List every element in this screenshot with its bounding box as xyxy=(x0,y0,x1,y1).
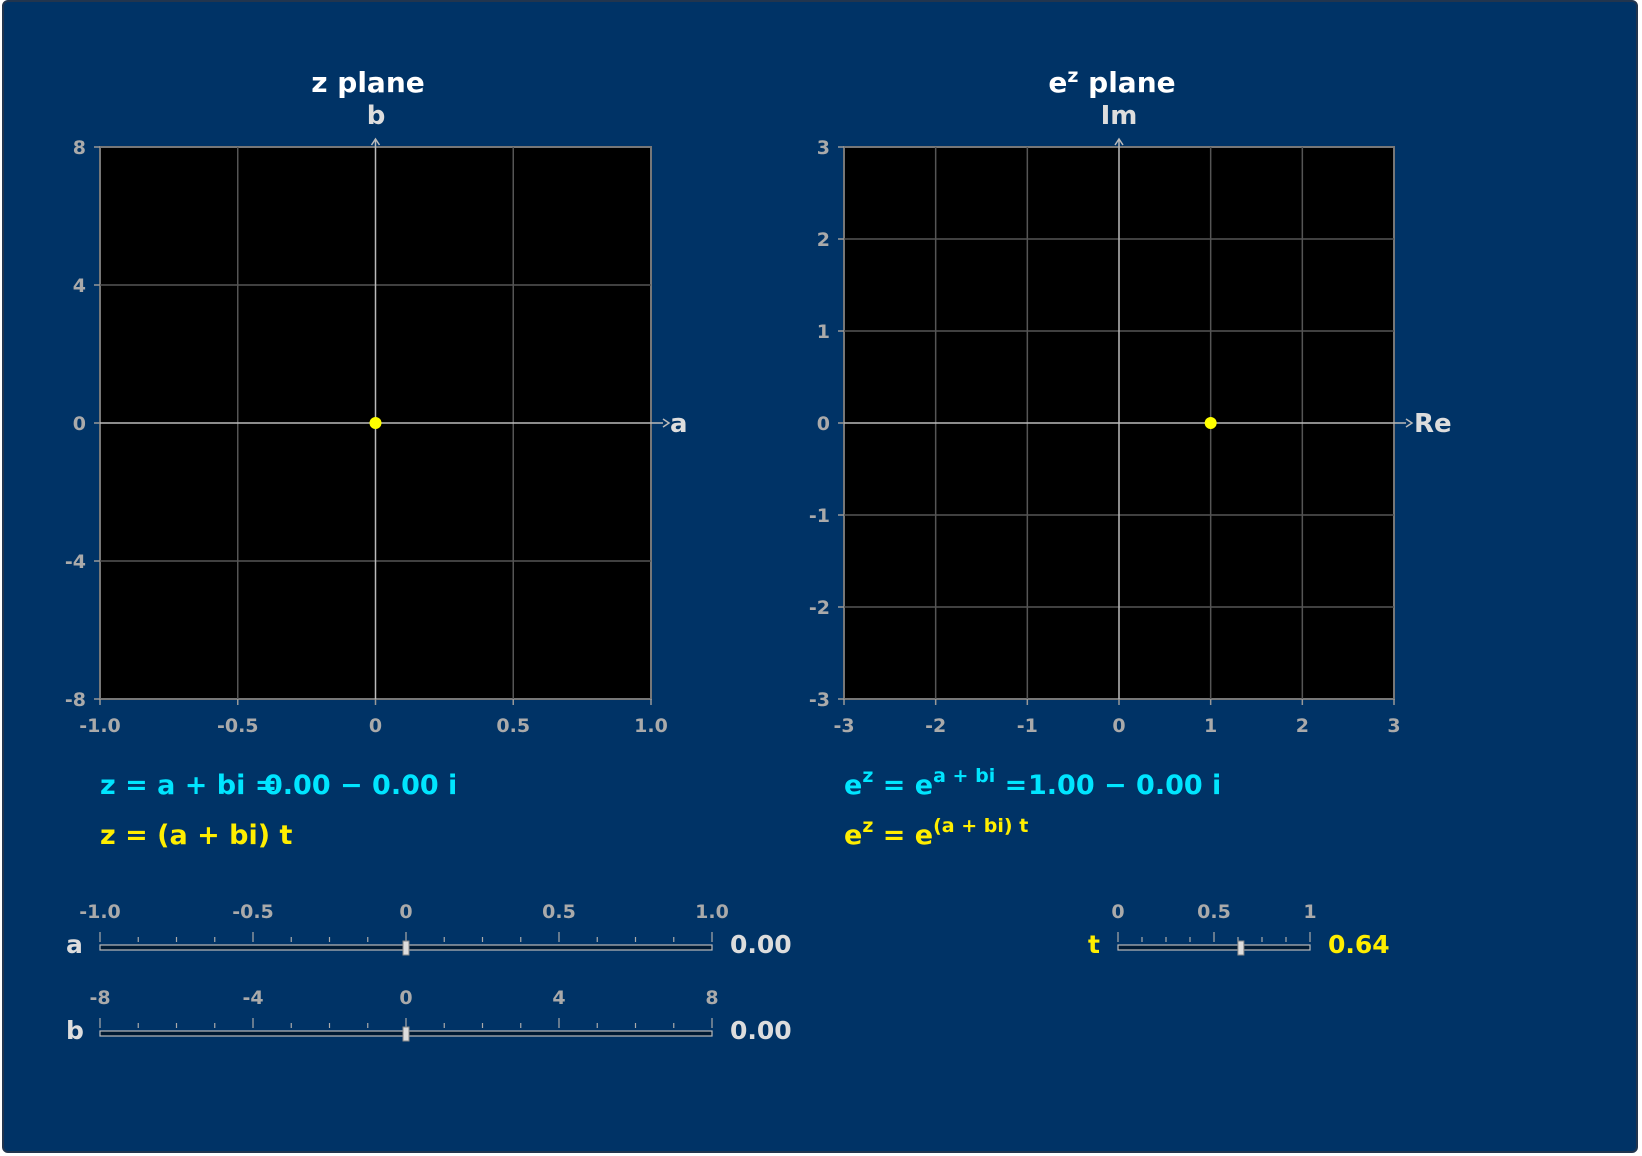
ez-plane-axes xyxy=(844,137,1414,699)
x-axis-arrow-icon xyxy=(662,418,671,428)
ez-plane-x-axis-label: Re xyxy=(1414,409,1452,439)
x-tick-label: 0 xyxy=(1112,715,1125,737)
x-tick-label: 0.5 xyxy=(496,715,530,737)
slider-thumb[interactable] xyxy=(1237,940,1245,956)
ez-eq-end: = xyxy=(995,770,1027,801)
slider-track[interactable] xyxy=(1117,944,1311,951)
ez-plane-x-ticks: -3 -2 -1 0 1 2 3 xyxy=(833,699,1401,737)
ez-point[interactable] xyxy=(1204,417,1217,429)
ez-param-sup2: (a + bi) t xyxy=(933,815,1028,837)
z-plane-x-axis-label: a xyxy=(670,409,688,439)
y-axis-arrow-icon xyxy=(1114,137,1124,146)
z-plane-x-ticks: -1.0 -0.5 0 0.5 1.0 xyxy=(79,699,668,737)
slider-tick-label: 0 xyxy=(1111,901,1124,923)
y-tick-label: 1 xyxy=(817,321,830,343)
y-tick-label: -3 xyxy=(809,689,830,711)
ez-plane-y-ticks: 3 2 1 0 -1 -2 -3 xyxy=(809,137,844,711)
z-parametric-formula: z = (a + bi) t xyxy=(100,820,292,851)
y-tick-label: 4 xyxy=(73,275,86,297)
x-tick-label: -1 xyxy=(1017,715,1038,737)
ez-eq-mid: = e xyxy=(873,770,933,801)
slider-b-value: 0.00 xyxy=(730,1016,792,1045)
slider-tick-label: 0.5 xyxy=(542,901,576,923)
slider-t[interactable]: t 0.64 0 0.5 1 xyxy=(1088,901,1390,959)
slider-tick-label: -4 xyxy=(242,987,263,1009)
ez-plane-title-rest: plane xyxy=(1078,66,1175,99)
ez-plane-title-sup: z xyxy=(1067,65,1078,87)
slider-tick-label: 8 xyxy=(705,987,718,1009)
z-value-readout: 0.00 − 0.00 i xyxy=(264,770,457,801)
z-plane-y-axis-label: b xyxy=(367,101,386,131)
z-plane: z plane b a -1.0 -0.5 0 0.5 1.0 8 4 0 -4 -8 xyxy=(65,66,688,737)
slider-b[interactable]: b 0.00 -8 -4 0 4 8 xyxy=(66,987,792,1045)
slider-b-label: b xyxy=(66,1016,84,1045)
z-plane-y-ticks: 8 4 0 -4 -8 xyxy=(65,137,100,711)
formulas: z = a + bi = 0.00 − 0.00 i z = (a + bi) … xyxy=(100,765,1221,851)
ez-param-mid: = e xyxy=(873,820,933,851)
slider-a-label: a xyxy=(66,930,83,959)
x-tick-label: 2 xyxy=(1296,715,1309,737)
x-tick-label: 3 xyxy=(1387,715,1400,737)
slider-tick-label: -0.5 xyxy=(232,901,274,923)
ez-plane: ez plane Im Re -3 -2 -1 0 1 2 3 3 2 1 0 -1 -2 -3 xyxy=(809,65,1452,737)
ez-param-e: e xyxy=(844,820,862,851)
y-tick-label: -2 xyxy=(809,597,830,619)
slider-a[interactable]: a 0.00 -1.0 -0.5 0 0.5 1.0 xyxy=(66,901,792,959)
ez-plane-title-e: e xyxy=(1048,66,1067,99)
slider-tick-label: 0.5 xyxy=(1197,901,1231,923)
slider-tick-label: 1 xyxy=(1303,901,1316,923)
z-plane-title: z plane xyxy=(311,66,425,99)
z-point[interactable] xyxy=(369,417,382,429)
ez-eq-sup1: z xyxy=(862,765,873,787)
z-equation-label: z = a + bi = xyxy=(100,770,277,801)
y-tick-label: 3 xyxy=(817,137,830,159)
y-axis-arrow-icon xyxy=(370,137,381,146)
slider-thumb-handle[interactable] xyxy=(1237,940,1245,956)
slider-tick-label: 0 xyxy=(399,901,412,923)
ez-plane-title: ez plane xyxy=(1048,65,1175,99)
x-tick-label: -0.5 xyxy=(217,715,259,737)
ez-plane-y-axis-label: Im xyxy=(1101,101,1138,131)
y-tick-label: -4 xyxy=(65,551,86,573)
y-tick-label: 0 xyxy=(817,413,830,435)
applet-canvas: z plane b a -1.0 -0.5 0 0.5 1.0 840-4-8 ez p… xyxy=(65,65,1452,1045)
slider-tick-label: -1.0 xyxy=(79,901,121,923)
y-tick-label: 0 xyxy=(73,413,86,435)
y-tick-label: 8 xyxy=(73,137,86,159)
x-axis-arrow-icon xyxy=(1405,418,1414,428)
slider-thumb[interactable] xyxy=(402,1026,410,1042)
slider-thumb-handle[interactable] xyxy=(402,940,410,956)
x-tick-label: -3 xyxy=(833,715,854,737)
x-tick-label: -2 xyxy=(925,715,946,737)
slider-thumb-handle[interactable] xyxy=(402,1026,410,1042)
slider-thumb[interactable] xyxy=(402,940,410,956)
slider-a-value: 0.00 xyxy=(730,930,792,959)
ez-eq-sup2: a + bi xyxy=(933,765,995,787)
x-tick-label: 1.0 xyxy=(634,715,668,737)
x-tick-label: 1 xyxy=(1204,715,1217,737)
ez-param-sup1: z xyxy=(862,815,873,837)
slider-tick-label: 4 xyxy=(552,987,565,1009)
ez-parametric-formula: ez = e(a + bi) t xyxy=(844,815,1028,851)
slider-tick-label: -8 xyxy=(89,987,110,1009)
slider-t-label: t xyxy=(1088,930,1100,959)
slider-tick-label: 1.0 xyxy=(695,901,729,923)
slider-tick-label: 0 xyxy=(399,987,412,1009)
ez-value-readout: 1.00 − 0.00 i xyxy=(1028,770,1221,801)
x-tick-label: -1.0 xyxy=(79,715,121,737)
ez-eq-e: e xyxy=(844,770,862,801)
x-tick-label: 0 xyxy=(369,715,382,737)
ez-equation-label: ez = ea + bi = xyxy=(844,765,1027,801)
y-tick-label: -1 xyxy=(809,505,830,527)
slider-t-value: 0.64 xyxy=(1328,930,1390,959)
y-tick-label: -8 xyxy=(65,689,86,711)
y-tick-label: 2 xyxy=(817,229,830,251)
